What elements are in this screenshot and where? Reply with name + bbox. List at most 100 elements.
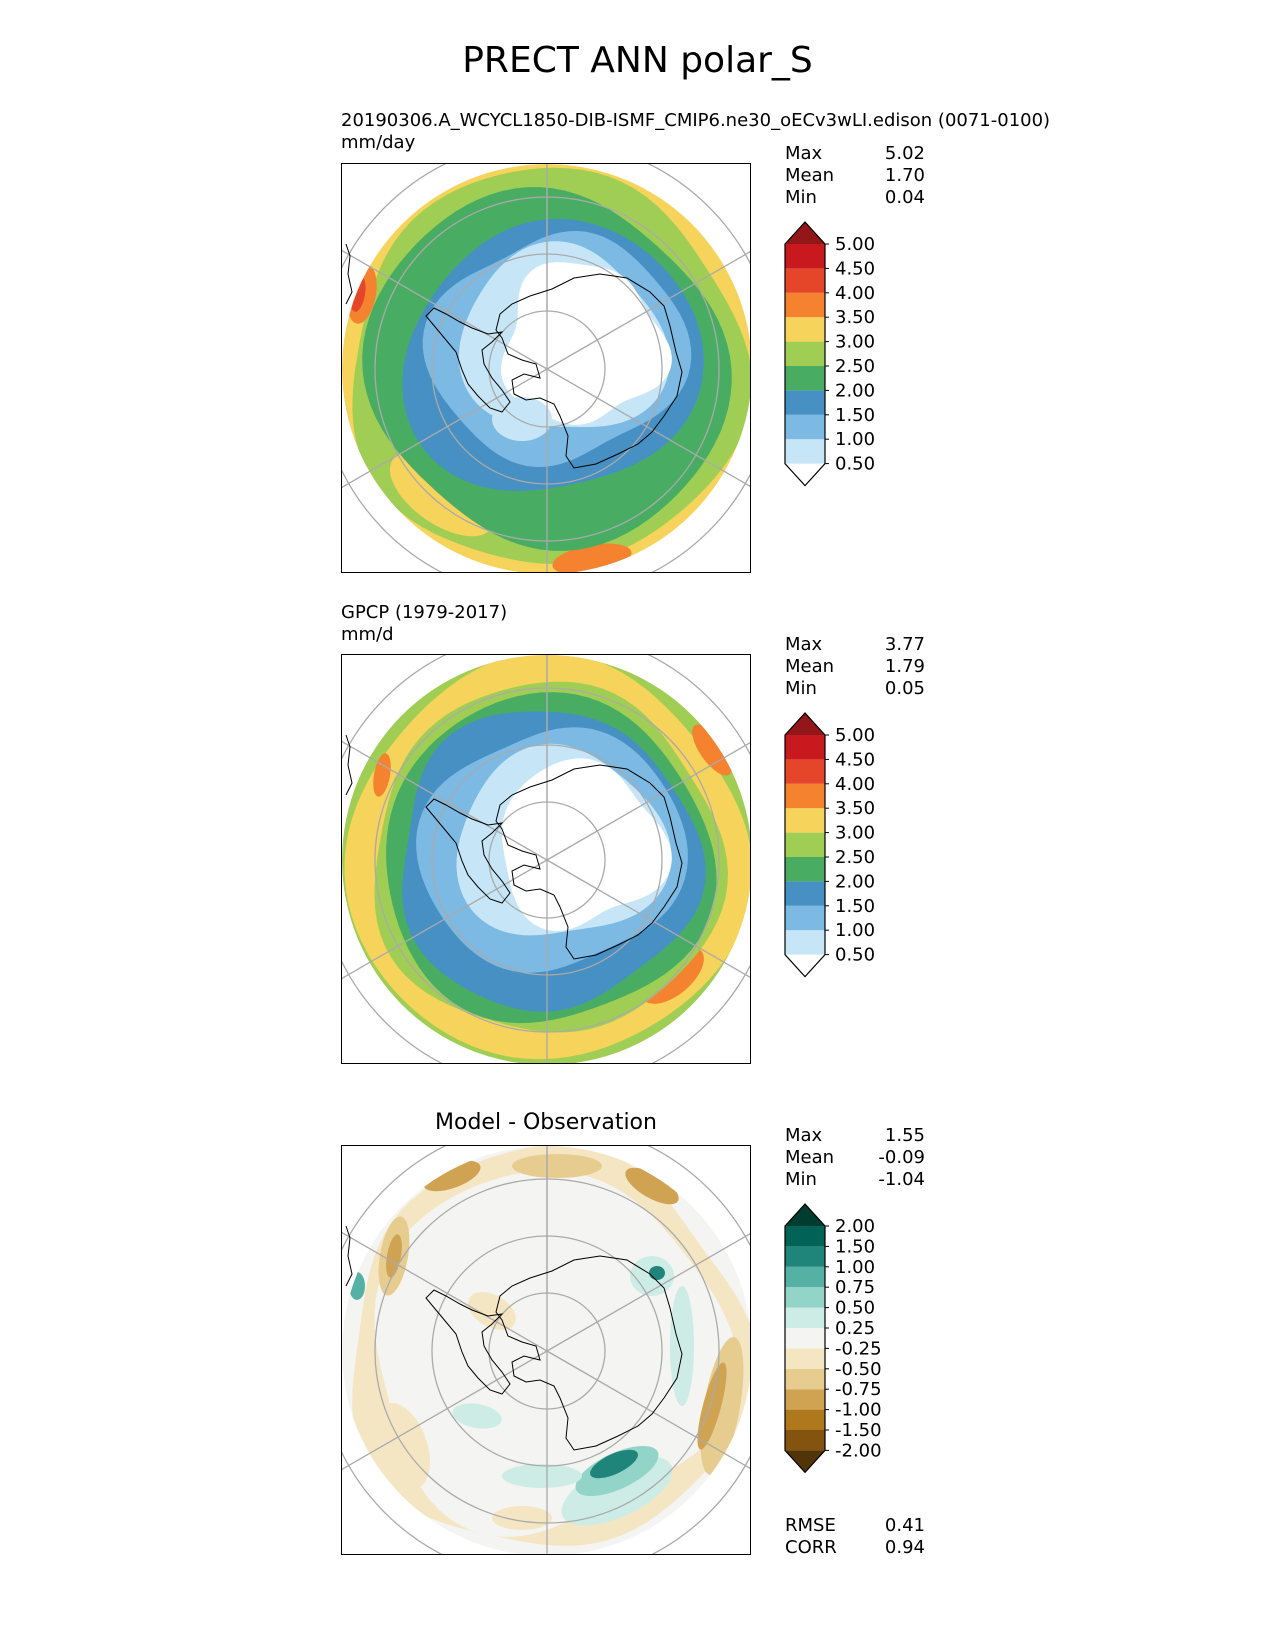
panel3-map-blob-neg: [468, 1292, 516, 1330]
panel1-colorbar-segment: [785, 341, 825, 366]
panel1-colorbar-tick-label: 2.50: [835, 356, 875, 377]
panel1-title-line1: 20190306.A_WCYCL1850-DIB-ISMF_CMIP6.ne30…: [341, 110, 1051, 131]
panel3-colorbar-tick-label: 1.00: [835, 1257, 875, 1278]
panel1-colorbar-segment: [785, 366, 825, 391]
panel3-map-blob-pos: [649, 1266, 665, 1280]
panel3-colorbar-segment: [785, 1246, 825, 1267]
panel3-map-blob-neg: [625, 1167, 679, 1205]
panel1-colorbar-extend-top: [785, 222, 825, 244]
panel1-map-coastline-peninsula: [425, 307, 511, 413]
panel2-colorbar-segment: [785, 735, 825, 760]
panel3-map-blob-neg: [492, 1506, 552, 1530]
panel1-colorbar-tick-label: 4.00: [835, 283, 875, 304]
panel1-map: [341, 163, 751, 573]
panel3-map-blob-pos: [502, 1464, 582, 1488]
panel3-colorbar-tick-label: -0.75: [835, 1379, 882, 1400]
panel3-corr-value: 0.94: [884, 1537, 925, 1558]
panel3-map-meridian: [596, 1233, 750, 1323]
panel3-rmse-label: RMSE: [785, 1515, 836, 1536]
panel2-colorbar-tick-label: 2.50: [835, 847, 875, 868]
panel1-colorbar-extend-bottom: [785, 463, 825, 486]
panel3-colorbar-segment: [785, 1409, 825, 1430]
panel3-colorbar-svg: -2.00-1.50-1.00-0.75-0.50-0.250.250.500.…: [784, 1203, 882, 1474]
panel2-colorbar-extend-bottom: [785, 954, 825, 977]
panel3-colorbar-tick-label: 2.00: [835, 1216, 875, 1237]
panel3-colorbar-tick-label: 0.75: [835, 1277, 875, 1298]
panel1-min-value: 0.04: [884, 187, 925, 208]
panel2-min-label: Min: [785, 678, 817, 699]
panel2-colorbar-segment: [785, 783, 825, 809]
panel2-map-meridian: [596, 742, 750, 832]
panel2-title-line2: mm/d: [341, 624, 394, 645]
panel2-map-svg: [342, 655, 750, 1063]
panel2-map-blob-orange: [692, 724, 732, 776]
panel3-mean-label: Mean: [785, 1147, 835, 1168]
panel3-max-value: 1.55: [884, 1125, 925, 1146]
panel2-map-blob-orange: [373, 753, 391, 797]
panel1-colorbar-tick-label: 3.50: [835, 307, 875, 328]
panel3-colorbar-segment: [785, 1307, 825, 1328]
panel2-map-coastline-peninsula: [425, 798, 511, 904]
panel2-colorbar-segment: [785, 905, 825, 931]
panel3-colorbar-segment: [785, 1266, 825, 1288]
panel1-colorbar-tick-label: 2.00: [835, 380, 875, 401]
panel2-map-meridian: [546, 859, 598, 890]
panel2-colorbar-svg: 0.50 1.00 1.50 2.00 2.50 3.00 3.50 4.00 4.50 5.00: [784, 712, 875, 978]
panel1-colorbar-segment: [785, 317, 825, 342]
panel1-max-label: Max: [785, 143, 823, 164]
panel2-map-coastline-south-america: [345, 734, 353, 796]
panel3-min-label: Min: [785, 1169, 817, 1190]
panel1-stats: Max 5.02 Mean 1.70 Min 0.04: [785, 143, 925, 209]
panel3-colorbar-tick-label: -1.00: [835, 1400, 882, 1421]
panel1-colorbar-tick-label: 1.00: [835, 429, 875, 450]
panel3-map-svg: [342, 1146, 750, 1554]
panel3-stats: Max 1.55 Mean -0.09 Min -1.04: [785, 1125, 925, 1191]
panel2-colorbar-tick-label: 4.00: [835, 774, 875, 795]
panel2-mean-label: Mean: [785, 656, 835, 677]
panel3-map-blob-neg: [423, 1160, 481, 1192]
panel1-map-blob-paleblue: [492, 397, 552, 441]
panel2-map-meridian: [496, 830, 548, 861]
panel2-title-line1: GPCP (1979-2017): [341, 602, 508, 623]
panel2-colorbar-segment: [785, 759, 825, 784]
panel3-min-value: -1.04: [878, 1169, 925, 1190]
panel3-map-blob-neg: [697, 1362, 727, 1450]
panel2-max-value: 3.77: [884, 634, 925, 655]
panel1-colorbar-tick-label: 3.00: [835, 332, 875, 353]
panel3-map-meridian: [496, 1321, 548, 1352]
panel3-map-blob-pos: [452, 1403, 502, 1429]
panel1-max-value: 5.02: [884, 143, 925, 164]
panel3-map-coastline-east-antarctica: [495, 1255, 683, 1451]
panel2-colorbar-segment: [785, 857, 825, 882]
panel1-colorbar-tick-label: 5.00: [835, 234, 875, 255]
panel1-colorbar-segment: [785, 292, 825, 318]
panel3-map-blob-neg: [512, 1154, 602, 1178]
panel3-map-meridian: [596, 1379, 750, 1469]
panel3-map-meridian: [546, 1321, 598, 1352]
panel2-map-coastline-east-antarctica: [495, 764, 683, 960]
panel3-map-blob-neg: [373, 1402, 431, 1490]
panel1-map-meridian: [342, 249, 498, 341]
panel3-colorbar-tick-label: -0.50: [835, 1359, 882, 1380]
panel3-colorbar: -2.00 -1.50 -1.00 -0.75 -0.50 -0.25 0.25 0.50 0.…: [784, 1203, 925, 1474]
panel3-colorbar-segment: [785, 1328, 825, 1349]
panel3-map-meridian: [342, 1231, 498, 1323]
panel2-colorbar-tick-label: 0.50: [835, 945, 875, 966]
panel3-colorbar-extend-bottom: [785, 1450, 825, 1473]
panel1-map-meridian: [546, 368, 598, 399]
panel3-map-coastline-peninsula: [425, 1289, 511, 1395]
panel2-colorbar-tick-label: 1.00: [835, 920, 875, 941]
panel2-colorbar-tick-label: 3.00: [835, 823, 875, 844]
panel2-colorbar-tick-label: 5.00: [835, 725, 875, 746]
panel1-map-core-white: [501, 262, 672, 425]
panel3-skill-stats: RMSE 0.41 CORR 0.94: [785, 1515, 925, 1559]
panel1-map-meridian: [596, 251, 750, 341]
panel3-map-blob-pos: [590, 1449, 638, 1479]
panel3-colorbar-tick-label: 0.25: [835, 1318, 875, 1339]
panel1-colorbar-tick-label: 0.50: [835, 454, 875, 475]
panel3-rmse-value: 0.41: [884, 1515, 925, 1536]
panel2-colorbar-tick-label: 1.50: [835, 896, 875, 917]
panel3-colorbar-segment: [785, 1226, 825, 1247]
panel3-map-meridian: [546, 1350, 598, 1381]
panel1-colorbar-segment: [785, 414, 825, 440]
